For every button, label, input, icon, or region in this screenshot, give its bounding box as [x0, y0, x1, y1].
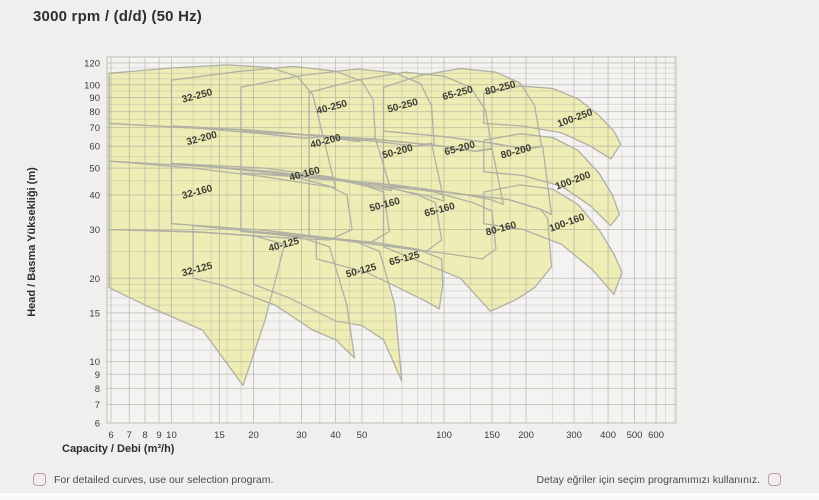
x-tick-label-9: 9	[156, 430, 161, 441]
region-outline-100-250	[483, 85, 622, 160]
y-tick-label-100: 100	[84, 80, 100, 91]
footer-right-text: Detay eğriler için seçim programımızı ku…	[536, 473, 761, 486]
x-tick-label-100: 100	[436, 430, 452, 441]
region-fill-100-160	[483, 184, 622, 295]
x-tick-label-150: 150	[484, 430, 500, 441]
x-tick-label-30: 30	[296, 430, 307, 441]
x-tick-label-7: 7	[127, 430, 132, 441]
y-tick-label-10: 10	[89, 357, 100, 368]
region-outline-32-250	[108, 64, 324, 140]
region-outline-65-250	[308, 71, 493, 152]
x-tick-label-400: 400	[600, 430, 616, 441]
x-tick-label-40: 40	[330, 430, 341, 441]
y-tick-label-90: 90	[89, 93, 100, 104]
plot-border	[106, 56, 677, 424]
x-tick-label-200: 200	[518, 430, 534, 441]
y-tick-label-50: 50	[89, 164, 100, 175]
region-outline-65-125	[315, 237, 444, 310]
y-axis-title: Head / Basma Yüksekliği (m)	[26, 167, 38, 317]
y-tick-label-15: 15	[89, 308, 100, 319]
x-tick-label-8: 8	[142, 430, 147, 441]
region-outline-32-160	[108, 160, 353, 241]
region-outline-40-160	[170, 162, 390, 243]
x-tick-label-600: 600	[648, 430, 664, 441]
x-tick-label-50: 50	[357, 430, 368, 441]
y-tick-label-9: 9	[95, 370, 100, 381]
x-tick-label-15: 15	[214, 430, 225, 441]
region-fill-100-250	[483, 86, 621, 159]
footer-strip	[0, 493, 819, 500]
y-tick-label-80: 80	[89, 107, 100, 118]
region-outline-80-250	[382, 67, 543, 150]
y-tick-label-30: 30	[89, 225, 100, 236]
x-tick-label-10: 10	[166, 430, 177, 441]
region-outline-40-250	[170, 65, 377, 142]
selection-program-icon-tr	[768, 473, 781, 486]
y-tick-label-8: 8	[95, 384, 100, 395]
y-tick-label-20: 20	[89, 274, 100, 285]
footer: For detailed curves, use our selection p…	[0, 471, 819, 493]
selection-program-icon	[33, 473, 46, 486]
y-tick-label-40: 40	[89, 190, 100, 201]
region-outline-50-250	[240, 68, 435, 147]
footer-left: For detailed curves, use our selection p…	[33, 473, 273, 486]
x-tick-label-300: 300	[566, 430, 582, 441]
y-tick-label-7: 7	[95, 400, 100, 411]
region-outline-100-200	[483, 133, 621, 227]
x-axis-title: Capacity / Debi (m³/h)	[62, 443, 175, 455]
y-tick-label-120: 120	[84, 58, 100, 69]
region-fill-100-200	[483, 133, 620, 226]
x-tick-label-6: 6	[108, 430, 113, 441]
page-title: 3000 rpm / (d/d) (50 Hz)	[33, 8, 203, 25]
y-tick-label-60: 60	[89, 142, 100, 153]
y-tick-label-70: 70	[89, 123, 100, 134]
region-outline-100-160	[483, 184, 623, 295]
x-tick-label-500: 500	[627, 430, 643, 441]
footer-right: Detay eğriler için seçim programımızı ku…	[536, 473, 781, 486]
region-outline-40-125	[192, 224, 356, 359]
footer-left-text: For detailed curves, use our selection p…	[54, 473, 274, 486]
x-tick-label-20: 20	[248, 430, 259, 441]
y-tick-label-6: 6	[95, 419, 100, 430]
